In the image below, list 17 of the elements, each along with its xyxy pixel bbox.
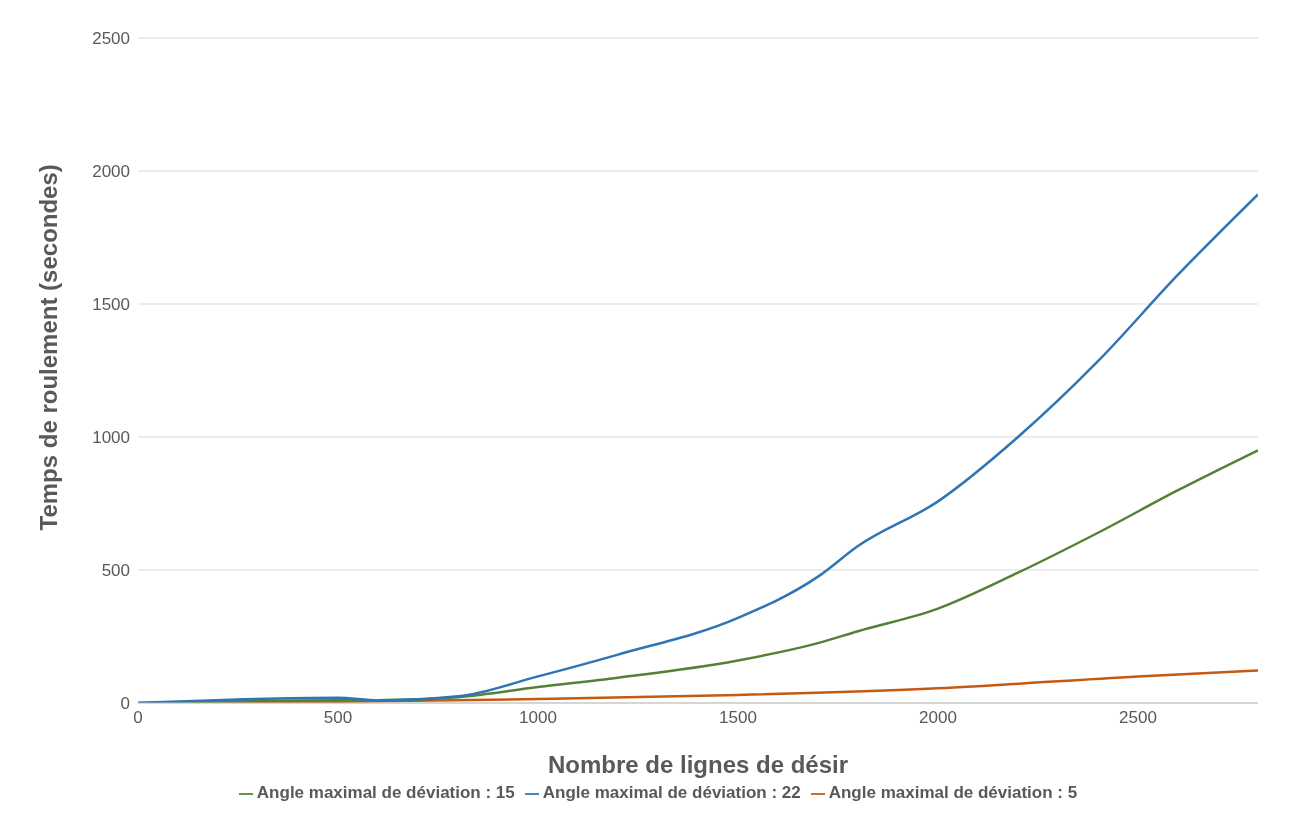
y-tick-label: 1500 [92,295,130,315]
y-axis-title: Temps de roulement (secondes) [34,164,62,531]
y-tick-label: 0 [120,694,130,714]
x-tick-label: 1500 [719,708,757,728]
x-tick-label: 2000 [919,708,957,728]
y-tick-label: 2000 [92,162,130,182]
y-tick-label: 2500 [92,29,130,49]
y-tick-label: 1000 [92,428,130,448]
legend-label: Angle maximal de déviation : 15 [256,783,515,802]
x-tick-label: 500 [323,708,353,728]
x-tick-label: 0 [133,708,143,728]
x-axis-title: Nombre de lignes de désir [547,751,849,778]
x-tick-label: 2500 [1119,708,1157,728]
legend-label: Angle maximal de déviation : 5 [828,783,1078,802]
legend-label: Angle maximal de déviation : 22 [542,783,801,802]
y-tick-label: 500 [101,561,130,581]
x-tick-label: 1000 [519,708,557,728]
